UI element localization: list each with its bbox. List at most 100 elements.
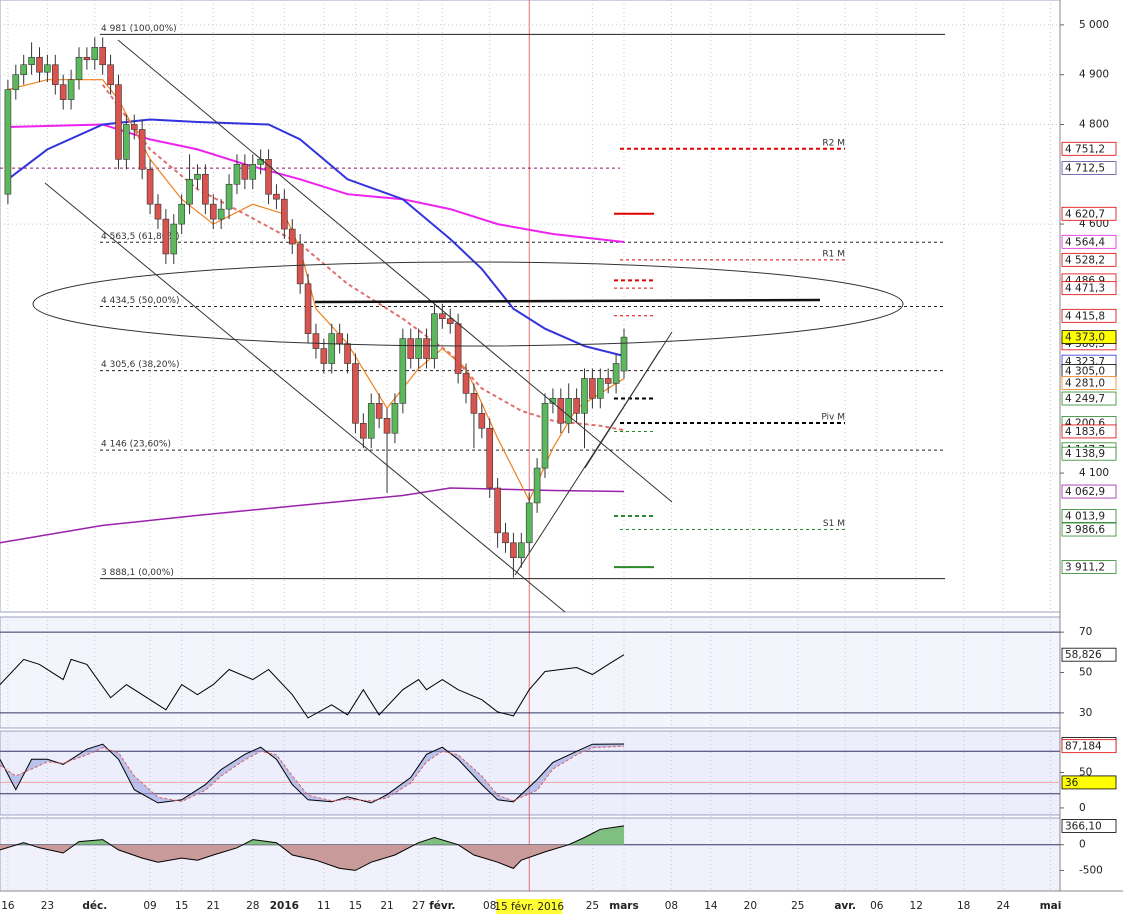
candle-body: [273, 193, 280, 200]
price-tag-label: 3 986,6: [1065, 524, 1105, 536]
price-tag: [1061, 819, 1117, 833]
price-tag-label: 4 305,0: [1065, 365, 1105, 377]
candle-body: [446, 318, 454, 324]
candle-body: [304, 283, 312, 334]
price-tag: [1061, 252, 1117, 267]
x-tick-label: 16: [1, 900, 15, 912]
price-tag: [1061, 161, 1117, 175]
candle-body: [194, 173, 201, 180]
price-tag: [1061, 330, 1117, 345]
trend-line: [117, 39, 673, 503]
candle-body: [83, 56, 91, 61]
candle-body: [249, 164, 257, 180]
x-tick-label: 15: [349, 900, 362, 912]
price-tag-label: 4 013,9: [1065, 510, 1105, 522]
price-tag: [1061, 446, 1117, 461]
candle-body: [549, 398, 557, 404]
x-tick-label: 15: [175, 900, 188, 912]
trend-line: [584, 349, 661, 469]
candle-body: [462, 373, 470, 394]
x-tick-label: 25: [791, 900, 804, 912]
candle-body: [470, 393, 478, 414]
panels: [0, 0, 1123, 892]
x-tick-label: 18: [957, 900, 970, 912]
y-tick-label: 4 800: [1079, 118, 1109, 130]
x-tick-label: 21: [380, 900, 393, 912]
moving-average: [7, 79, 625, 502]
candle-body: [486, 427, 494, 489]
x-tick-label: mars: [609, 900, 638, 912]
x-tick-label: 11: [317, 900, 330, 912]
price-tag-label: 4 249,7: [1065, 393, 1105, 405]
fib-label: 4 981 (100,00%): [101, 24, 177, 34]
candle-body: [44, 64, 51, 73]
candle-body: [75, 56, 83, 80]
candle-body: [533, 467, 541, 504]
candle-body: [170, 223, 178, 255]
price-tag-label: 4 471,3: [1065, 283, 1105, 295]
candle-body: [225, 183, 233, 210]
price-tag-label: 366,10: [1065, 820, 1102, 832]
price-tag: [1061, 376, 1117, 390]
candle-body: [510, 542, 517, 559]
price-tag: [1061, 234, 1117, 249]
candle-body: [407, 338, 415, 359]
x-tick-label: 24: [996, 900, 1010, 912]
price-tag-label: 4 183,6: [1065, 426, 1105, 438]
pivot-label: R2 M: [822, 138, 845, 148]
candle-body: [320, 348, 328, 364]
fib-label: 3 888,1 (0,00%): [101, 568, 174, 578]
candle-body: [344, 343, 351, 364]
x-tick-label: mai: [1040, 900, 1062, 912]
y-tick-label: 5 000: [1079, 19, 1109, 31]
candle-body: [20, 64, 27, 75]
price-tag: [1061, 522, 1117, 537]
price-tag-label: 58,826: [1065, 649, 1102, 661]
candle-body: [265, 159, 272, 195]
candle-body: [28, 56, 35, 66]
candle-body: [241, 164, 249, 180]
x-tick-label: 2016: [270, 900, 299, 912]
fib-label: 4 146 (23,60%): [101, 440, 171, 450]
price-tag: [1061, 141, 1117, 156]
indicator-line: [0, 825, 625, 871]
price-tag: [1061, 424, 1117, 439]
candle-body: [423, 338, 430, 359]
x-tick-label: 23: [41, 900, 54, 912]
candle-body: [431, 313, 438, 359]
x-tick-label: 21: [207, 900, 220, 912]
candle-body: [281, 198, 288, 230]
x-tick-label: févr.: [429, 900, 455, 912]
y-tick-label: 4 600: [1079, 218, 1109, 230]
candle-body: [620, 336, 628, 372]
fib-label: 4 305,6 (38,20%): [101, 360, 180, 370]
price-tag: [1061, 281, 1117, 296]
candle-body: [51, 64, 59, 85]
price-tag-label: 4 712,5: [1065, 163, 1105, 175]
price-tag: [1061, 560, 1117, 574]
drawings: [32, 39, 904, 612]
x-tick-label: 06: [870, 900, 884, 912]
candle-body: [502, 532, 509, 544]
x-tick-label: 25: [586, 900, 599, 912]
x-tick-label: avr.: [834, 900, 856, 912]
resistance-line: [314, 298, 821, 304]
crosshair-label-bg: [496, 899, 563, 914]
candle-body: [288, 228, 296, 245]
candle-body: [217, 208, 225, 220]
y-tick-label: 30: [1079, 707, 1092, 719]
candle-body: [178, 203, 185, 225]
candle-body: [209, 203, 217, 220]
candle-body: [596, 378, 604, 399]
y-tick-label: -500: [1079, 864, 1103, 876]
candle-body: [541, 403, 549, 469]
candle-body: [557, 398, 565, 424]
candle-body: [415, 338, 422, 359]
price-tag-label: 87,184: [1065, 741, 1102, 753]
indicator-line: [0, 745, 625, 803]
trend-line: [44, 182, 566, 612]
price-tag: [1061, 308, 1117, 323]
candle-body: [99, 47, 106, 66]
candle-body: [296, 243, 304, 285]
price-tag-label: 3 911,2: [1065, 562, 1105, 574]
